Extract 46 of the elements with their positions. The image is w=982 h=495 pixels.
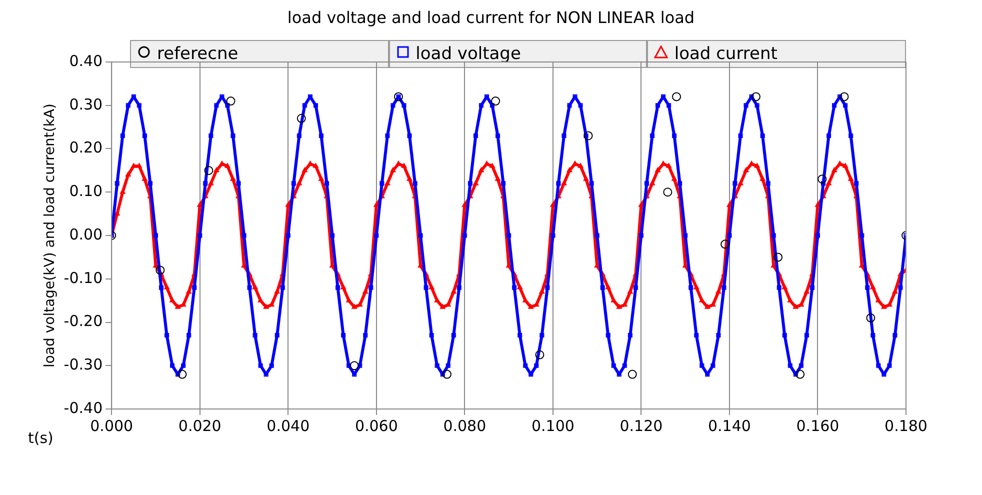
- point: [818, 174, 827, 184]
- point: [442, 370, 452, 379]
- point: [584, 131, 593, 140]
- x-tick-label: 0.080: [443, 416, 486, 435]
- point: [774, 252, 783, 262]
- legend-label: load current: [674, 44, 778, 64]
- y-tick-label: -0.30: [64, 356, 103, 374]
- point: [796, 370, 805, 379]
- y-tick-label: -0.10: [64, 268, 103, 287]
- y-tick-label: 0.40: [69, 52, 103, 70]
- x-axis-title: t(s): [28, 428, 54, 447]
- y-axis-title: load voltage(kV) and load current(kA): [42, 103, 58, 368]
- x-tick-label: 0.000: [90, 416, 134, 435]
- point: [296, 114, 306, 123]
- x-tick-label: 0.160: [796, 416, 840, 435]
- x-tick-label: 0.020: [178, 416, 222, 435]
- point: [350, 361, 359, 370]
- point: [840, 92, 849, 102]
- point: [535, 350, 544, 360]
- y-tick-label: 0.20: [69, 138, 103, 157]
- x-tick-label: 0.060: [354, 416, 398, 435]
- y-tick-label: 0.10: [69, 182, 103, 200]
- point: [866, 313, 876, 322]
- point: [663, 188, 672, 197]
- y-tick-label: 0.30: [69, 95, 103, 114]
- x-tick-label: 0.040: [266, 416, 310, 435]
- x-tick-label: 0.140: [708, 416, 751, 435]
- y-tick-label: -0.20: [64, 312, 103, 330]
- point: [226, 96, 236, 106]
- y-tick-label: 0.00: [69, 225, 103, 244]
- x-tick-label: 0.100: [531, 416, 574, 435]
- point: [672, 92, 682, 102]
- point: [720, 240, 730, 249]
- point: [178, 370, 187, 379]
- point: [628, 370, 637, 379]
- legend-label: referecne: [157, 44, 238, 64]
- y-tick-label: -0.40: [64, 398, 103, 417]
- point: [394, 92, 403, 102]
- point: [156, 266, 165, 275]
- x-tick-label: 0.180: [884, 416, 928, 435]
- point: [491, 96, 500, 106]
- chart-title: load voltage and load current for NON LINEAR load: [286, 8, 696, 27]
- x-tick-label: 0.120: [620, 416, 663, 435]
- point: [751, 92, 760, 102]
- legend-label: load voltage: [416, 44, 521, 64]
- point: [204, 166, 214, 175]
